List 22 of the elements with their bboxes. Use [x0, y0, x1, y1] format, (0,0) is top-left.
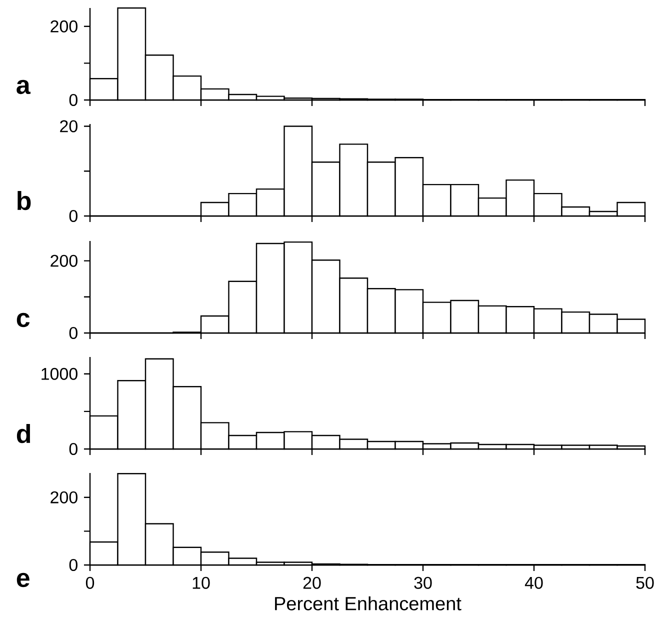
text: a	[16, 80, 31, 94]
y-tick-label: 1000	[42, 368, 78, 380]
x-tick-label: 0	[86, 576, 94, 589]
x-axis-title: Percent Enhancement	[275, 596, 462, 610]
x-tick-label: 40	[524, 576, 543, 589]
y-tick-label: 0	[69, 94, 78, 106]
text: e	[16, 572, 30, 588]
y-tick-label: 0	[69, 210, 78, 222]
x-tick-label: 10	[192, 576, 210, 589]
y-tick-label: 0	[69, 558, 78, 572]
y-tick-label: 0	[69, 442, 78, 456]
x-tick-label: 20	[303, 576, 321, 589]
y-tick-label: 200	[50, 20, 78, 32]
x-tick-label: 50	[636, 576, 654, 589]
text: c	[16, 312, 30, 328]
text: b	[18, 191, 31, 210]
y-tick-label: 200	[50, 491, 78, 504]
y-tick-label: 20	[60, 120, 78, 132]
y-tick-label: 0	[69, 326, 78, 340]
text: d	[16, 424, 30, 444]
x-tick-label: 30	[414, 576, 432, 589]
y-tick-label: 200	[50, 254, 78, 267]
